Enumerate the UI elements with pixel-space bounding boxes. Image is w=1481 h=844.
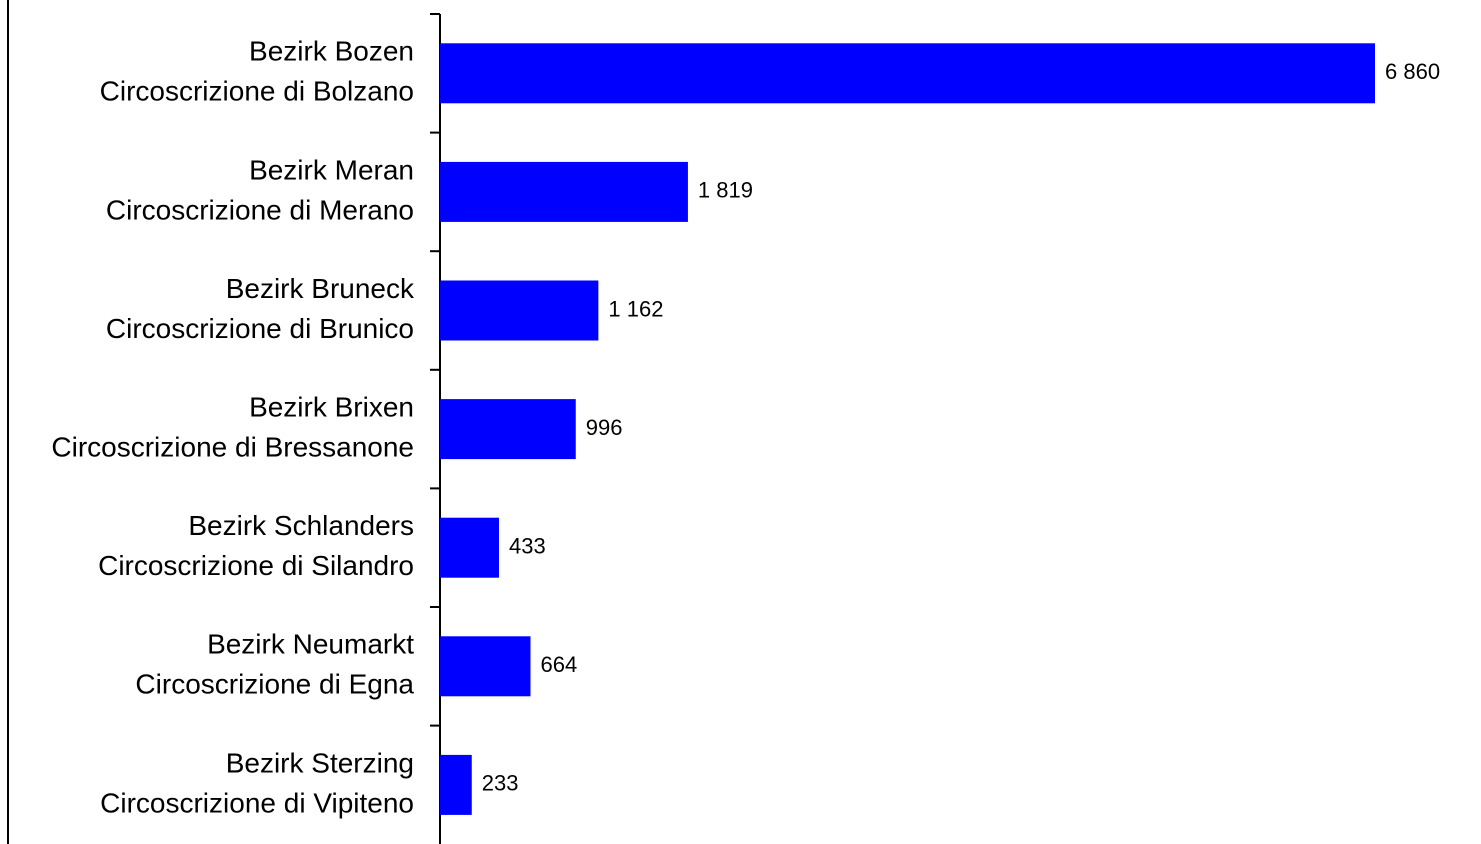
category-label: Bezirk Bruneck: [226, 273, 415, 304]
category-label: Bezirk Meran: [249, 154, 414, 185]
category-label: Bezirk Brixen: [249, 391, 414, 422]
category-label: Circoscrizione di Bressanone: [51, 431, 414, 462]
category-label: Circoscrizione di Vipiteno: [100, 787, 414, 818]
bar: [440, 399, 576, 460]
value-label: 433: [509, 534, 546, 559]
value-label: 1 162: [608, 296, 663, 321]
value-label: 233: [482, 771, 519, 796]
category-label: Circoscrizione di Merano: [106, 194, 414, 225]
category-label: Bezirk Sterzing: [226, 747, 414, 778]
value-label: 6 860: [1385, 59, 1440, 84]
category-label: Circoscrizione di Silandro: [98, 550, 414, 581]
category-label: Circoscrizione di Bolzano: [100, 76, 414, 107]
category-label: Bezirk Schlanders: [188, 510, 414, 541]
category-label: Bezirk Bozen: [249, 36, 414, 67]
category-label: Circoscrizione di Egna: [135, 669, 414, 700]
bar: [440, 636, 531, 697]
category-label: Circoscrizione di Brunico: [106, 313, 414, 344]
value-label: 996: [586, 415, 623, 440]
bar: [440, 43, 1375, 104]
value-label: 1 819: [698, 178, 753, 203]
bar: [440, 754, 472, 815]
bar: [440, 280, 599, 341]
category-label: Bezirk Neumarkt: [207, 629, 414, 660]
bar: [440, 161, 688, 222]
value-label: 664: [541, 652, 578, 677]
bar: [440, 517, 500, 578]
